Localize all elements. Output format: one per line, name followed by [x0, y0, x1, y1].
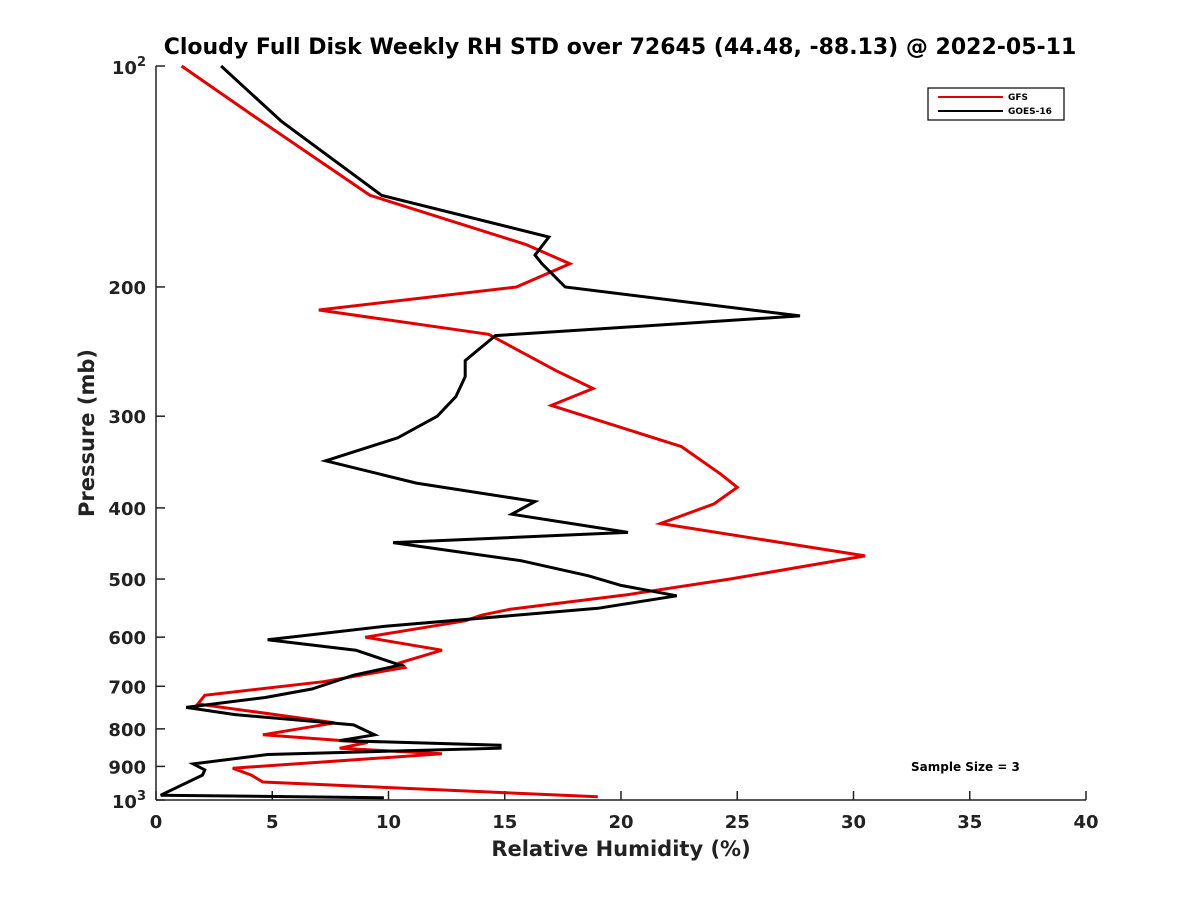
x-tick-label: 10	[376, 812, 401, 833]
plot-area: 0 5 10 15 20 25 30 35 40 10220030040050060070080…	[108, 55, 1098, 833]
y-tick-exponent: 3	[137, 789, 146, 804]
x-tick-label: 35	[957, 812, 982, 833]
x-tick-label: 30	[841, 812, 866, 833]
x-tick-label: 25	[725, 812, 750, 833]
legend-label-gfs: GFS	[1008, 93, 1028, 103]
y-tick-label: 102	[112, 55, 146, 79]
y-tick-exponent: 2	[137, 55, 146, 70]
y-tick-label: 600	[108, 628, 146, 649]
y-tick-label: 200	[108, 278, 146, 299]
legend: GFS GOES-16	[927, 87, 1065, 121]
y-tick-label: 103	[112, 789, 146, 813]
series-line-goes-16	[160, 64, 801, 800]
x-tick-label: 40	[1073, 812, 1098, 833]
legend-label-goes-16: GOES-16	[1008, 107, 1052, 117]
y-tick-label: 400	[108, 499, 146, 520]
series-lines	[160, 64, 866, 800]
series-line-gfs	[180, 64, 866, 799]
y-tick-label: 900	[108, 757, 146, 778]
y-tick-label: 500	[108, 570, 146, 591]
x-tick-label: 0	[150, 812, 163, 833]
x-tick-label: 5	[266, 812, 279, 833]
y-tick-label: 800	[108, 720, 146, 741]
chart-title: Cloudy Full Disk Weekly RH STD over 7264…	[164, 35, 1077, 60]
y-tick-base: 10	[112, 792, 137, 813]
x-tick-label: 20	[608, 812, 633, 833]
y-tick-label: 300	[108, 407, 146, 428]
x-ticks: 0 5 10 15 20 25 30 35 40	[150, 791, 1099, 833]
y-tick-label: 700	[108, 677, 146, 698]
y-axis-label: Pressure (mb)	[75, 349, 99, 517]
y-tick-base: 10	[112, 58, 137, 79]
legend-box	[927, 87, 1065, 121]
sample-size-annotation: Sample Size = 3	[911, 760, 1020, 774]
x-axis-label: Relative Humidity (%)	[491, 837, 750, 861]
x-tick-label: 15	[492, 812, 517, 833]
